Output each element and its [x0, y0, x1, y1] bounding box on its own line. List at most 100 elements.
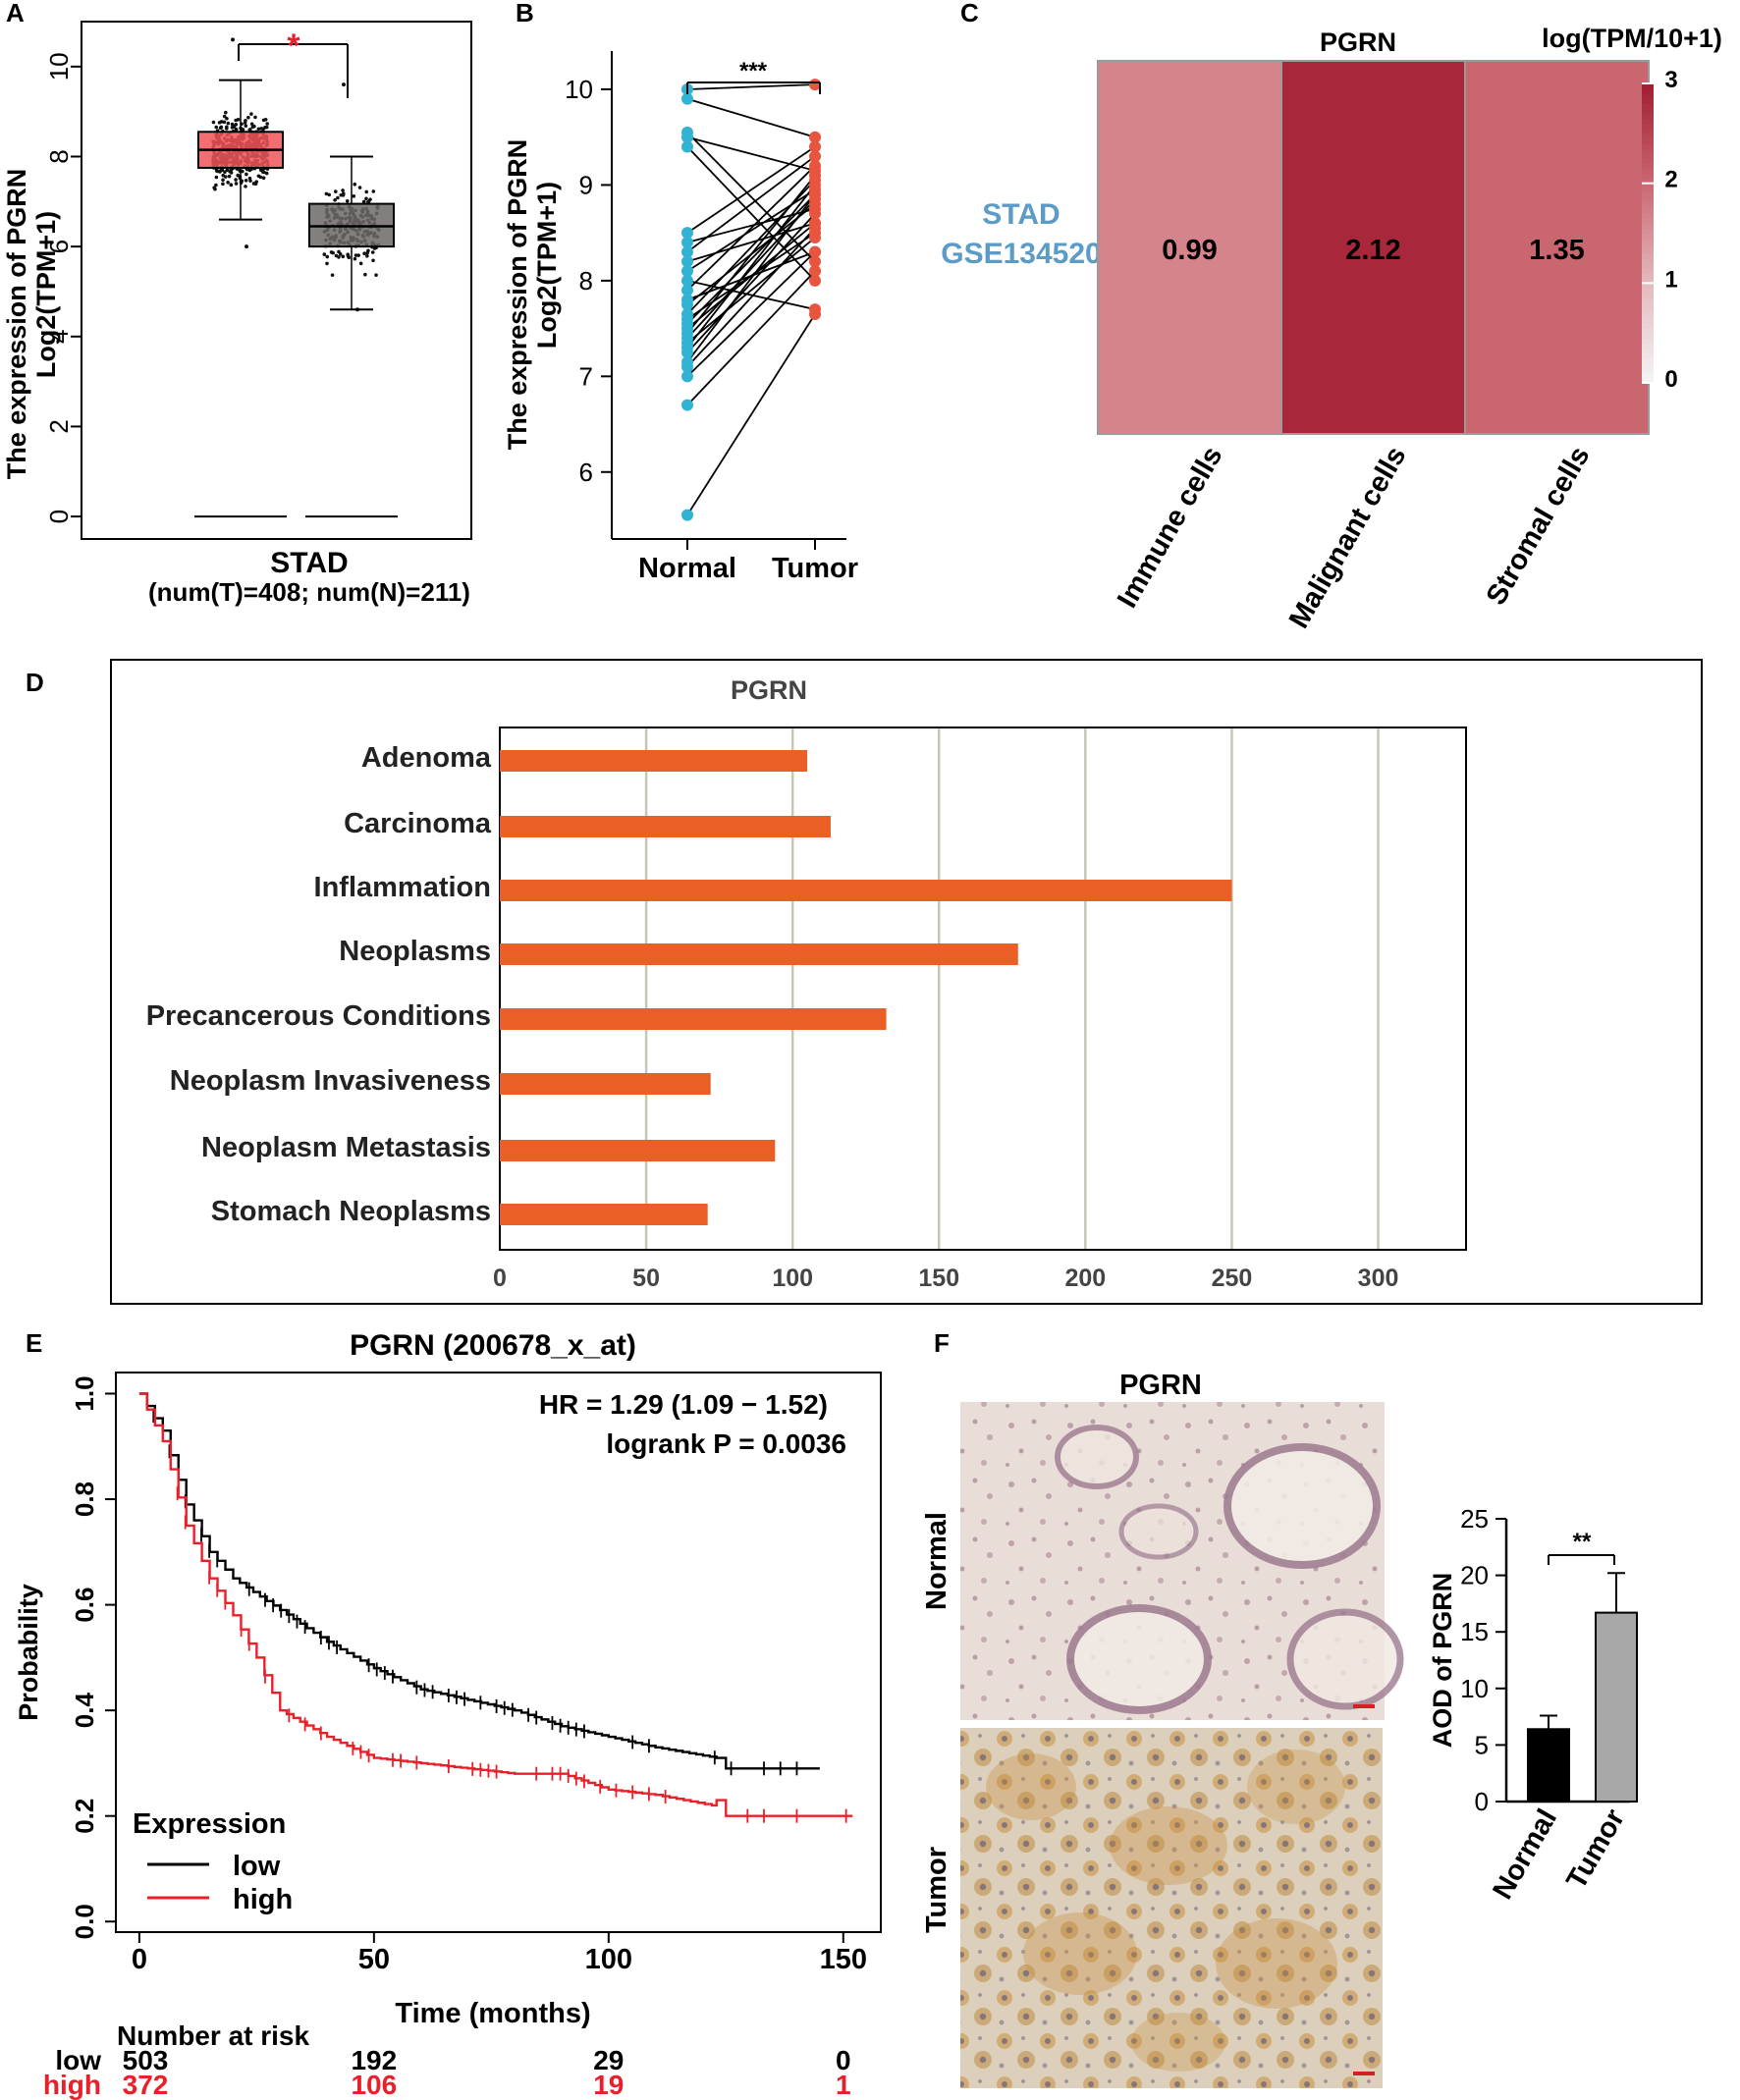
point-normal	[681, 227, 693, 240]
data-point-tumor	[247, 128, 252, 132]
heatmap-cell-immune-cells	[1097, 60, 1282, 435]
y-tick-label-e: 0.2	[70, 1799, 99, 1834]
pair-line	[686, 213, 816, 353]
colorbar-segment	[1642, 188, 1654, 194]
colorbar-segment	[1642, 148, 1654, 154]
heatmap-value: 1.35	[1529, 235, 1584, 266]
colorbar-segment	[1642, 137, 1654, 144]
data-point-tumor	[230, 125, 235, 130]
colorbar-segment	[1642, 113, 1654, 120]
point-tumor	[809, 265, 821, 278]
logrank-text: logrank P = 0.0036	[606, 1428, 846, 1459]
data-point-normal	[324, 191, 329, 196]
data-point-tumor	[264, 171, 269, 176]
bar-inflammation	[500, 880, 1232, 901]
panel-f: F PGRN Normal Tumor 0 5 10 15 20 25	[921, 1328, 1638, 2088]
pair-line	[686, 188, 816, 272]
outlier-point	[245, 244, 248, 249]
colorbar-segment	[1642, 203, 1654, 209]
plot-frame-a	[81, 21, 472, 540]
data-point-tumor	[219, 120, 224, 124]
y-axis-label-line1-b: The expression of PGRN	[503, 139, 532, 451]
tumor-image-label: Tumor	[921, 1847, 952, 1933]
pair-line	[686, 280, 816, 310]
panel-letter-b: B	[516, 0, 534, 27]
x-tick-label-f-tumor: Tumor	[1560, 1804, 1631, 1895]
point-tumor	[809, 255, 821, 268]
significance-star-a: *	[287, 27, 300, 65]
category-label: Adenoma	[361, 742, 492, 774]
data-point-normal	[333, 197, 337, 202]
point-tumor	[809, 227, 821, 240]
data-point-tumor	[225, 116, 229, 121]
colorbar-segment	[1642, 333, 1654, 339]
colorbar-segment	[1642, 317, 1654, 324]
pair-line	[686, 250, 816, 301]
x-tick-label-f-normal: Normal	[1487, 1804, 1563, 1906]
risk-value: 1	[836, 2070, 851, 2100]
colorbar-title: log(TPM/10+1)	[1542, 24, 1722, 53]
pair-line	[686, 207, 816, 243]
legend-title: Expression	[133, 1808, 286, 1840]
category-label: Carcinoma	[344, 808, 492, 839]
panel-d: D PGRN Adenoma Carcinoma Inflammation Neopl…	[26, 659, 1703, 1305]
panel-d-frame	[110, 659, 1703, 1305]
colorbar-segment	[1642, 197, 1654, 204]
data-point-tumor	[247, 176, 252, 181]
data-point-normal	[337, 255, 341, 259]
data-point-tumor	[249, 112, 253, 116]
colorbar-tick-label: 0	[1664, 366, 1677, 393]
ihc-title: PGRN	[1119, 1370, 1202, 1401]
y-tick-label-b: 7	[579, 361, 593, 391]
risk-value: 19	[593, 2070, 624, 2100]
colorbar-segment	[1642, 367, 1654, 374]
data-point-tumor	[234, 182, 239, 186]
x-tick-label-d: 0	[493, 1265, 507, 1292]
pair-line	[686, 135, 816, 172]
panel-letter-d: D	[26, 668, 44, 697]
heatmap-col-label: Immune cells	[1112, 442, 1229, 614]
category-label: Neoplasm Invasiveness	[170, 1065, 491, 1097]
point-normal	[681, 236, 693, 248]
x-tick-label-normal: Normal	[638, 553, 736, 584]
sample-counts: (num(T)=408; num(N)=211)	[148, 577, 470, 607]
panel-letter-c: C	[960, 0, 979, 27]
data-point-normal	[361, 199, 366, 204]
data-point-normal	[330, 273, 335, 277]
bar-adenoma	[500, 750, 808, 772]
x-tick-label-d: 250	[1212, 1265, 1253, 1292]
data-point-normal	[362, 251, 366, 256]
point-normal	[681, 255, 693, 268]
data-point-tumor	[214, 125, 219, 130]
data-point-normal	[357, 186, 362, 189]
colorbar-segment	[1642, 168, 1654, 175]
data-point-tumor	[241, 128, 245, 132]
heatmap-title: PGRN	[1320, 27, 1396, 57]
data-point-normal	[345, 198, 350, 203]
colorbar-segment	[1642, 88, 1654, 94]
data-point-normal	[363, 272, 367, 277]
data-point-tumor	[261, 176, 266, 181]
data-point-normal	[338, 252, 343, 256]
panel-letter-a: A	[6, 0, 25, 27]
data-point-tumor	[245, 172, 248, 177]
point-tumor	[809, 184, 821, 196]
data-point-normal	[322, 252, 327, 256]
bar-precancerous-conditions	[500, 1008, 887, 1030]
y-tick-label-a: 6	[44, 240, 74, 253]
x-tick-label-tumor: Tumor	[772, 553, 858, 584]
data-point-tumor	[244, 178, 248, 183]
data-point-tumor	[226, 181, 230, 185]
colorbar-segment	[1642, 128, 1654, 135]
y-tick-label-f: 15	[1460, 1617, 1489, 1646]
category-label: Stomach Neoplasms	[211, 1196, 491, 1227]
colorbar-segment	[1642, 273, 1654, 279]
y-tick-label-f: 5	[1475, 1730, 1489, 1759]
colorbar-segment	[1642, 242, 1654, 249]
data-point-normal	[334, 189, 338, 193]
risk-value: 106	[351, 2070, 397, 2100]
data-point-normal	[339, 192, 344, 197]
data-point-normal	[325, 261, 329, 266]
heatmap-cell-malignant-cells	[1280, 60, 1466, 435]
colorbar-segment	[1642, 153, 1654, 159]
